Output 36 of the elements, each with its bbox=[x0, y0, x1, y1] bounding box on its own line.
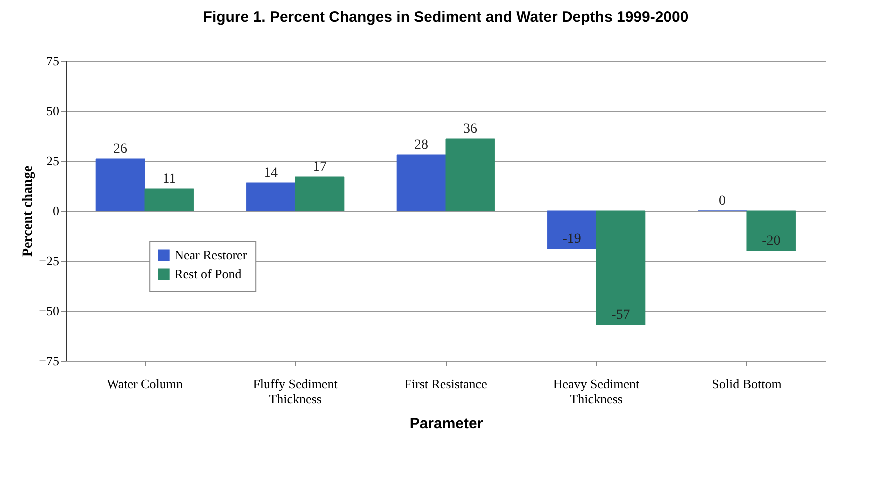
legend-label: Near Restorer bbox=[174, 248, 248, 262]
x-axis-title: Parameter bbox=[410, 416, 484, 432]
x-tick-label: Solid Bottom bbox=[712, 376, 782, 392]
y-axis-title: Percent change bbox=[21, 166, 36, 258]
x-tick-label: Heavy Sediment Thickness bbox=[553, 376, 640, 406]
x-tick-label: Fluffy Sediment Thickness bbox=[253, 376, 338, 406]
data-label: -57 bbox=[612, 308, 630, 323]
bar bbox=[596, 210, 646, 326]
legend-label: Rest of Pond bbox=[174, 266, 242, 282]
x-tick-label: First Resistance bbox=[404, 376, 488, 392]
y-tick-label: −25 bbox=[39, 254, 60, 268]
data-label: 28 bbox=[414, 138, 429, 153]
data-label: 26 bbox=[114, 142, 128, 157]
y-tick-label: 0 bbox=[53, 204, 60, 218]
x-tick-label: Water Column bbox=[107, 376, 184, 392]
data-label: 36 bbox=[463, 122, 478, 137]
y-tick-label: 25 bbox=[46, 154, 60, 168]
bar bbox=[746, 210, 796, 252]
data-label: 14 bbox=[264, 166, 278, 181]
chart-title: Figure 1. Percent Changes in Sediment and Water Depths 1999-2000 bbox=[203, 9, 689, 26]
bar bbox=[295, 176, 345, 212]
y-tick-label: −50 bbox=[39, 304, 60, 318]
bar bbox=[144, 188, 194, 212]
y-tick-label: 50 bbox=[46, 104, 60, 118]
data-label: 17 bbox=[312, 160, 327, 175]
bar bbox=[547, 210, 597, 250]
data-label: -19 bbox=[562, 232, 582, 247]
data-label: 11 bbox=[162, 172, 176, 187]
bar bbox=[396, 154, 446, 212]
data-label: -20 bbox=[762, 234, 781, 249]
bar bbox=[96, 158, 146, 212]
bar bbox=[446, 138, 496, 212]
bar bbox=[246, 182, 296, 212]
data-label: 0 bbox=[719, 194, 726, 209]
y-tick-label: 75 bbox=[46, 54, 60, 68]
y-tick-label: −75 bbox=[39, 354, 60, 368]
